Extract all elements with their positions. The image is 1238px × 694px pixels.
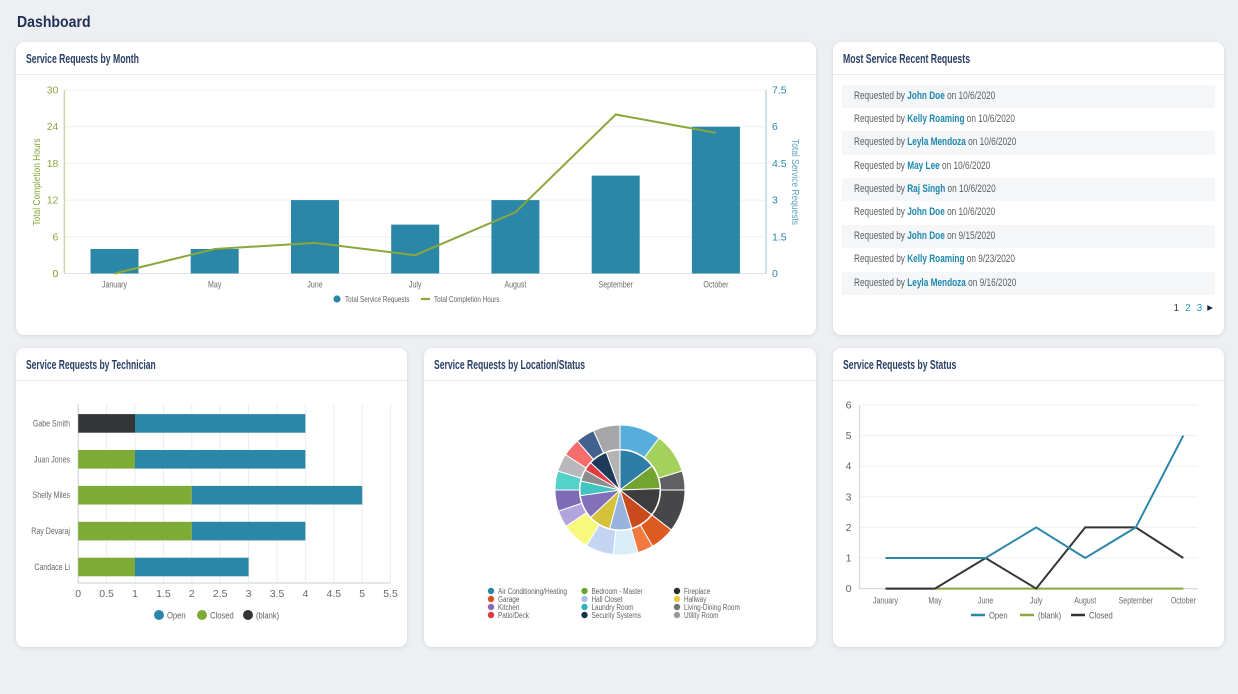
svg-text:0: 0 xyxy=(846,583,852,595)
svg-text:0: 0 xyxy=(53,268,59,280)
svg-text:Air Conditioning/Heating: Air Conditioning/Heating xyxy=(498,587,567,596)
svg-text:6: 6 xyxy=(846,400,852,412)
svg-text:1: 1 xyxy=(846,553,852,565)
svg-text:Living-Dining Room: Living-Dining Room xyxy=(684,603,740,612)
svg-text:4.5: 4.5 xyxy=(326,588,341,600)
svg-text:5: 5 xyxy=(846,430,852,442)
svg-text:0.5: 0.5 xyxy=(99,588,114,600)
svg-text:May: May xyxy=(208,280,221,291)
svg-text:18: 18 xyxy=(47,158,59,170)
svg-text:3: 3 xyxy=(246,588,252,600)
svg-text:4: 4 xyxy=(846,461,852,473)
svg-text:Ray Devaraj: Ray Devaraj xyxy=(31,526,70,537)
svg-text:6: 6 xyxy=(772,121,778,133)
svg-text:Candace Li: Candace Li xyxy=(34,562,70,573)
svg-text:Closed: Closed xyxy=(210,611,234,622)
svg-text:Gabe Smith: Gabe Smith xyxy=(33,418,70,429)
svg-text:Closed: Closed xyxy=(1089,611,1113,622)
svg-text:May: May xyxy=(928,596,941,607)
svg-text:Total Completion Hours: Total Completion Hours xyxy=(31,138,43,225)
svg-text:Open: Open xyxy=(989,611,1008,622)
svg-text:0: 0 xyxy=(75,588,81,600)
svg-text:2: 2 xyxy=(846,522,852,534)
svg-text:October: October xyxy=(703,280,728,291)
svg-text:August: August xyxy=(1074,596,1096,607)
svg-text:September: September xyxy=(599,280,633,291)
svg-text:Fireplace: Fireplace xyxy=(684,587,711,596)
svg-text:0: 0 xyxy=(772,268,778,280)
svg-text:2: 2 xyxy=(189,588,195,600)
svg-text:Open: Open xyxy=(167,611,186,622)
svg-text:1: 1 xyxy=(132,588,138,600)
svg-text:June: June xyxy=(307,280,322,291)
svg-text:1.5: 1.5 xyxy=(772,231,787,243)
svg-text:Patio/Deck: Patio/Deck xyxy=(498,611,530,620)
svg-text:Total Service Requests: Total Service Requests xyxy=(789,139,801,225)
svg-text:Hall Closet: Hall Closet xyxy=(592,595,624,604)
svg-text:(blank): (blank) xyxy=(1038,611,1061,622)
svg-text:August: August xyxy=(504,280,526,291)
svg-text:4: 4 xyxy=(302,588,308,600)
svg-text:July: July xyxy=(1030,596,1043,607)
svg-text:Laundry Room: Laundry Room xyxy=(592,603,634,612)
svg-text:0: 0 xyxy=(53,268,59,280)
svg-text:January: January xyxy=(873,596,898,607)
svg-text:Total Completion Hours: Total Completion Hours xyxy=(434,294,500,304)
svg-text:7.5: 7.5 xyxy=(772,85,787,97)
svg-text:January: January xyxy=(102,280,127,291)
svg-text:(blank): (blank) xyxy=(256,611,279,622)
svg-text:3: 3 xyxy=(846,491,852,503)
svg-text:Bedroom - Master: Bedroom - Master xyxy=(592,587,643,596)
svg-text:5.5: 5.5 xyxy=(383,588,398,600)
svg-text:30: 30 xyxy=(47,85,59,97)
svg-text:6: 6 xyxy=(53,231,59,243)
svg-text:5: 5 xyxy=(359,588,365,600)
svg-text:October: October xyxy=(1171,596,1196,607)
svg-text:Kitchen: Kitchen xyxy=(498,603,519,612)
svg-text:June: June xyxy=(978,596,993,607)
svg-text:Security Systems: Security Systems xyxy=(592,611,641,620)
svg-text:Utility Room: Utility Room xyxy=(684,611,719,620)
svg-text:4.5: 4.5 xyxy=(772,158,787,170)
svg-text:Hallway: Hallway xyxy=(684,595,706,604)
svg-text:Juan Jones: Juan Jones xyxy=(34,454,70,465)
svg-text:12: 12 xyxy=(47,195,59,207)
svg-text:1.5: 1.5 xyxy=(156,588,171,600)
svg-text:3: 3 xyxy=(772,195,778,207)
svg-text:3.5: 3.5 xyxy=(270,588,285,600)
svg-text:July: July xyxy=(409,280,422,291)
svg-text:Total Service Requests: Total Service Requests xyxy=(345,294,409,304)
svg-text:September: September xyxy=(1119,596,1153,607)
svg-text:Garage: Garage xyxy=(498,595,520,604)
svg-text:2.5: 2.5 xyxy=(213,588,228,600)
svg-text:24: 24 xyxy=(47,121,59,133)
svg-text:Shelly Miles: Shelly Miles xyxy=(33,490,71,501)
